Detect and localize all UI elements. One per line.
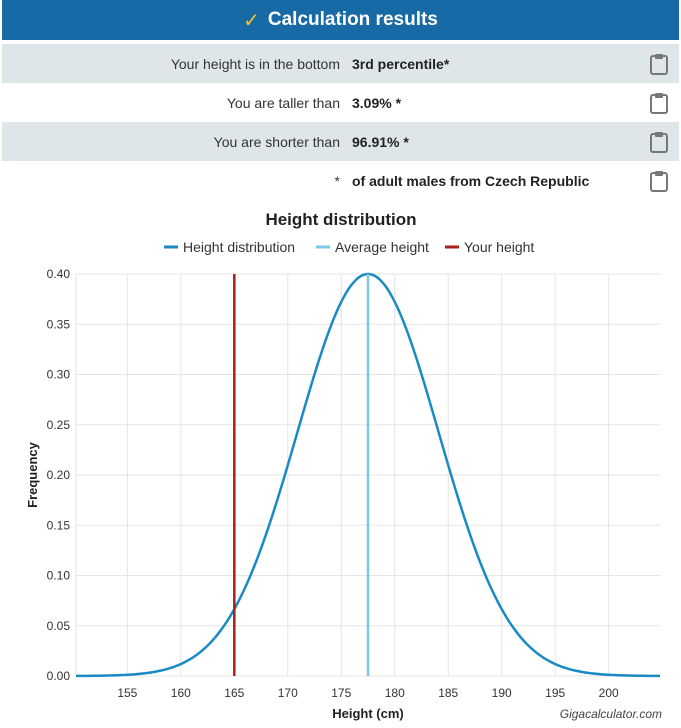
- y-tick-label: 0.00: [47, 669, 71, 683]
- result-label: Your height is in the bottom: [170, 55, 340, 72]
- results-title: Calculation results: [267, 9, 438, 30]
- clipboard-icon[interactable]: [649, 92, 669, 114]
- clipboard-icon[interactable]: [649, 131, 669, 153]
- y-tick-label: 0.35: [47, 317, 71, 331]
- legend-label-your-height[interactable]: Your height: [464, 239, 534, 255]
- chart-svg: 0.00 0.05 0.10 0.15 0.20 0.25 0.30 0.35 0.40 155 1…: [25, 210, 662, 721]
- clipboard-icon[interactable]: [649, 53, 669, 75]
- result-row-shorter: You are shorter than 96.91% *: [2, 122, 679, 161]
- x-axis-label: Height (cm): [332, 706, 404, 721]
- result-label: You are taller than: [226, 94, 340, 111]
- x-tick-label: 180: [385, 686, 405, 700]
- result-value: of adult males from Czech Republic: [352, 172, 590, 189]
- y-tick-label: 0.05: [47, 619, 71, 633]
- result-value: 96.91% *: [352, 133, 409, 150]
- chart-title: Height distribution: [265, 210, 416, 229]
- result-value: 3.09% *: [352, 94, 402, 111]
- x-tick-label: 200: [599, 686, 619, 700]
- y-axis-label: Frequency: [25, 441, 40, 508]
- chart-ticks: 0.00 0.05 0.10 0.15 0.20 0.25 0.30 0.35 0.40 155 1…: [47, 267, 619, 700]
- y-tick-label: 0.30: [47, 368, 71, 382]
- x-tick-label: 170: [278, 686, 298, 700]
- x-tick-label: 190: [492, 686, 512, 700]
- legend-label-average[interactable]: Average height: [335, 239, 429, 255]
- height-distribution-chart: 0.00 0.05 0.10 0.15 0.20 0.25 0.30 0.35 0.40 155 1…: [0, 200, 681, 728]
- y-tick-label: 0.25: [47, 418, 71, 432]
- y-tick-label: 0.15: [47, 518, 71, 532]
- check-icon: ✓: [243, 9, 260, 32]
- legend-label-distribution[interactable]: Height distribution: [183, 239, 295, 255]
- results-header: ✓ Calculation results: [2, 0, 679, 40]
- x-tick-label: 185: [438, 686, 458, 700]
- x-tick-label: 155: [117, 686, 137, 700]
- y-tick-label: 0.10: [47, 569, 71, 583]
- result-label: You are shorter than: [213, 133, 340, 150]
- watermark: Gigacalculator.com: [560, 707, 662, 721]
- chart-legend: Height distribution Average height Your …: [164, 239, 534, 255]
- x-tick-label: 165: [224, 686, 244, 700]
- result-row-percentile: Your height is in the bottom 3rd percent…: [2, 44, 679, 83]
- y-tick-label: 0.20: [47, 468, 71, 482]
- x-tick-label: 175: [331, 686, 351, 700]
- x-tick-label: 195: [545, 686, 565, 700]
- chart-marks: [75, 272, 661, 678]
- x-tick-label: 160: [171, 686, 191, 700]
- result-row-taller: You are taller than 3.09% *: [2, 83, 679, 122]
- y-tick-label: 0.40: [47, 267, 71, 281]
- clipboard-icon[interactable]: [649, 170, 669, 192]
- result-value: 3rd percentile*: [352, 55, 450, 72]
- result-row-population: * of adult males from Czech Republic: [2, 161, 679, 200]
- result-label: *: [334, 172, 340, 189]
